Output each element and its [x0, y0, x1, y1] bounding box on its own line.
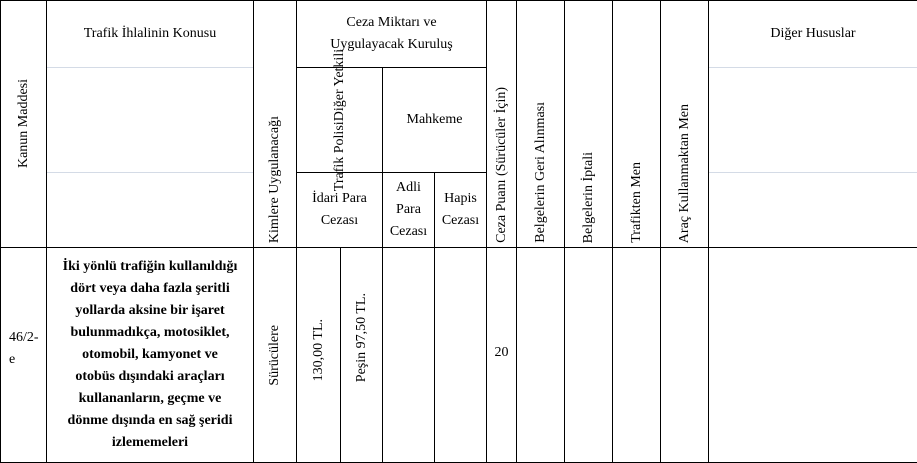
text-line: yollarda aksine bir işaret — [75, 303, 225, 318]
header-cell: Diğer Hususlar — [708, 0, 917, 248]
header-text: Trafik Polisi Diğer Yetkili — [329, 49, 351, 191]
header-text: Diğer Hususlar — [770, 26, 856, 41]
cell — [516, 247, 565, 463]
cell — [708, 247, 917, 463]
cell: İki yönlü trafiğin kullanıldığı dört veya… — [46, 247, 254, 463]
text-line: Cezası — [389, 224, 428, 239]
cell: 130,00 TL. — [296, 247, 341, 463]
cell — [660, 247, 709, 463]
header-cell: Mahkeme — [382, 67, 487, 173]
text-line: dört veya daha fazla şeritli — [70, 281, 230, 296]
cell — [382, 247, 435, 463]
header-text: Trafik İhlalinin Konusu — [83, 26, 217, 41]
text-line: e — [9, 352, 16, 367]
header-text: Kanun Maddesi — [15, 79, 31, 169]
cell — [434, 247, 487, 463]
text-line: Cezası — [441, 213, 480, 228]
text-line: Ceza Miktarı ve — [346, 15, 437, 30]
text-line: İdari Para — [312, 191, 367, 206]
header-cell: İdari Para Cezası — [296, 172, 383, 248]
header-text: Kimlere Uygulanacağı — [267, 115, 282, 243]
header-cell: Kanun Maddesi — [0, 0, 47, 248]
text-line: İki yönlü trafiğin kullanıldığı — [62, 259, 238, 274]
text-line: Hapis — [444, 191, 477, 206]
header-cell: Belgelerin Geri Alınması — [516, 0, 565, 248]
cell: Peşin 97,50 TL. — [340, 247, 383, 463]
header-text: Belgelerin Geri Alınması — [532, 102, 548, 243]
header-text: Belgelerin İptali — [580, 151, 596, 243]
cell-text: 130,00 TL. — [310, 318, 326, 382]
header-text: Trafikten Men — [628, 162, 644, 243]
text-line: Uygulayacak Kuruluş — [330, 37, 453, 52]
cell-text: Peşin 97,50 TL. — [353, 293, 369, 383]
text-line: bulunmadıkça, motosiklet, — [70, 325, 230, 340]
header-cell: Belgelerin İptali — [564, 0, 613, 248]
header-cell: Trafik Polisi Diğer Yetkili — [296, 49, 383, 191]
text-line: otomobil, kamyonet ve — [82, 347, 218, 362]
text-line: kullananların, geçme ve — [78, 391, 222, 406]
cell: 20 — [486, 247, 517, 463]
text-line: otobüs dışındaki araçları — [75, 369, 225, 384]
cell-text: 20 — [494, 344, 509, 360]
header-text: Ceza Puanı (Sürücüler İçin) — [493, 87, 509, 243]
header-cell: Araç Kullanmaktan Men — [660, 0, 709, 248]
text-line: Para — [396, 202, 421, 217]
header-cell: Ceza Puanı (Sürücüler İçin) — [486, 0, 517, 248]
cell — [612, 247, 661, 463]
text-line: 46/2- — [9, 330, 39, 345]
cell-text: Sürücülere — [267, 324, 282, 386]
text-line: Adli — [396, 180, 421, 195]
cell: 46/2- e — [0, 247, 47, 463]
header-cell: Trafikten Men — [612, 0, 661, 248]
header-cell: Trafik İhlalinin Konusu — [46, 0, 254, 248]
header-cell: Adli Para Cezası — [382, 172, 435, 248]
cell — [564, 247, 613, 463]
text-line: Cezası — [320, 213, 359, 228]
header-text: Araç Kullanmaktan Men — [676, 103, 692, 243]
cell: Sürücülere — [253, 247, 297, 463]
text-line: Diğer Yetkili — [331, 48, 347, 122]
header-text: Mahkeme — [406, 112, 463, 127]
text-line: izlememeleri — [111, 435, 189, 450]
header-cell: Kimlere Uygulanacağı — [253, 0, 297, 248]
header-cell: Ceza Miktarı ve Uygulayacak Kuruluş — [296, 0, 487, 68]
header-cell: Hapis Cezası — [434, 172, 487, 248]
text-line: dönme dışında en sağ şeridi — [67, 413, 233, 428]
